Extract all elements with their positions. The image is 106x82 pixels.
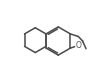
Text: O: O xyxy=(76,41,82,50)
